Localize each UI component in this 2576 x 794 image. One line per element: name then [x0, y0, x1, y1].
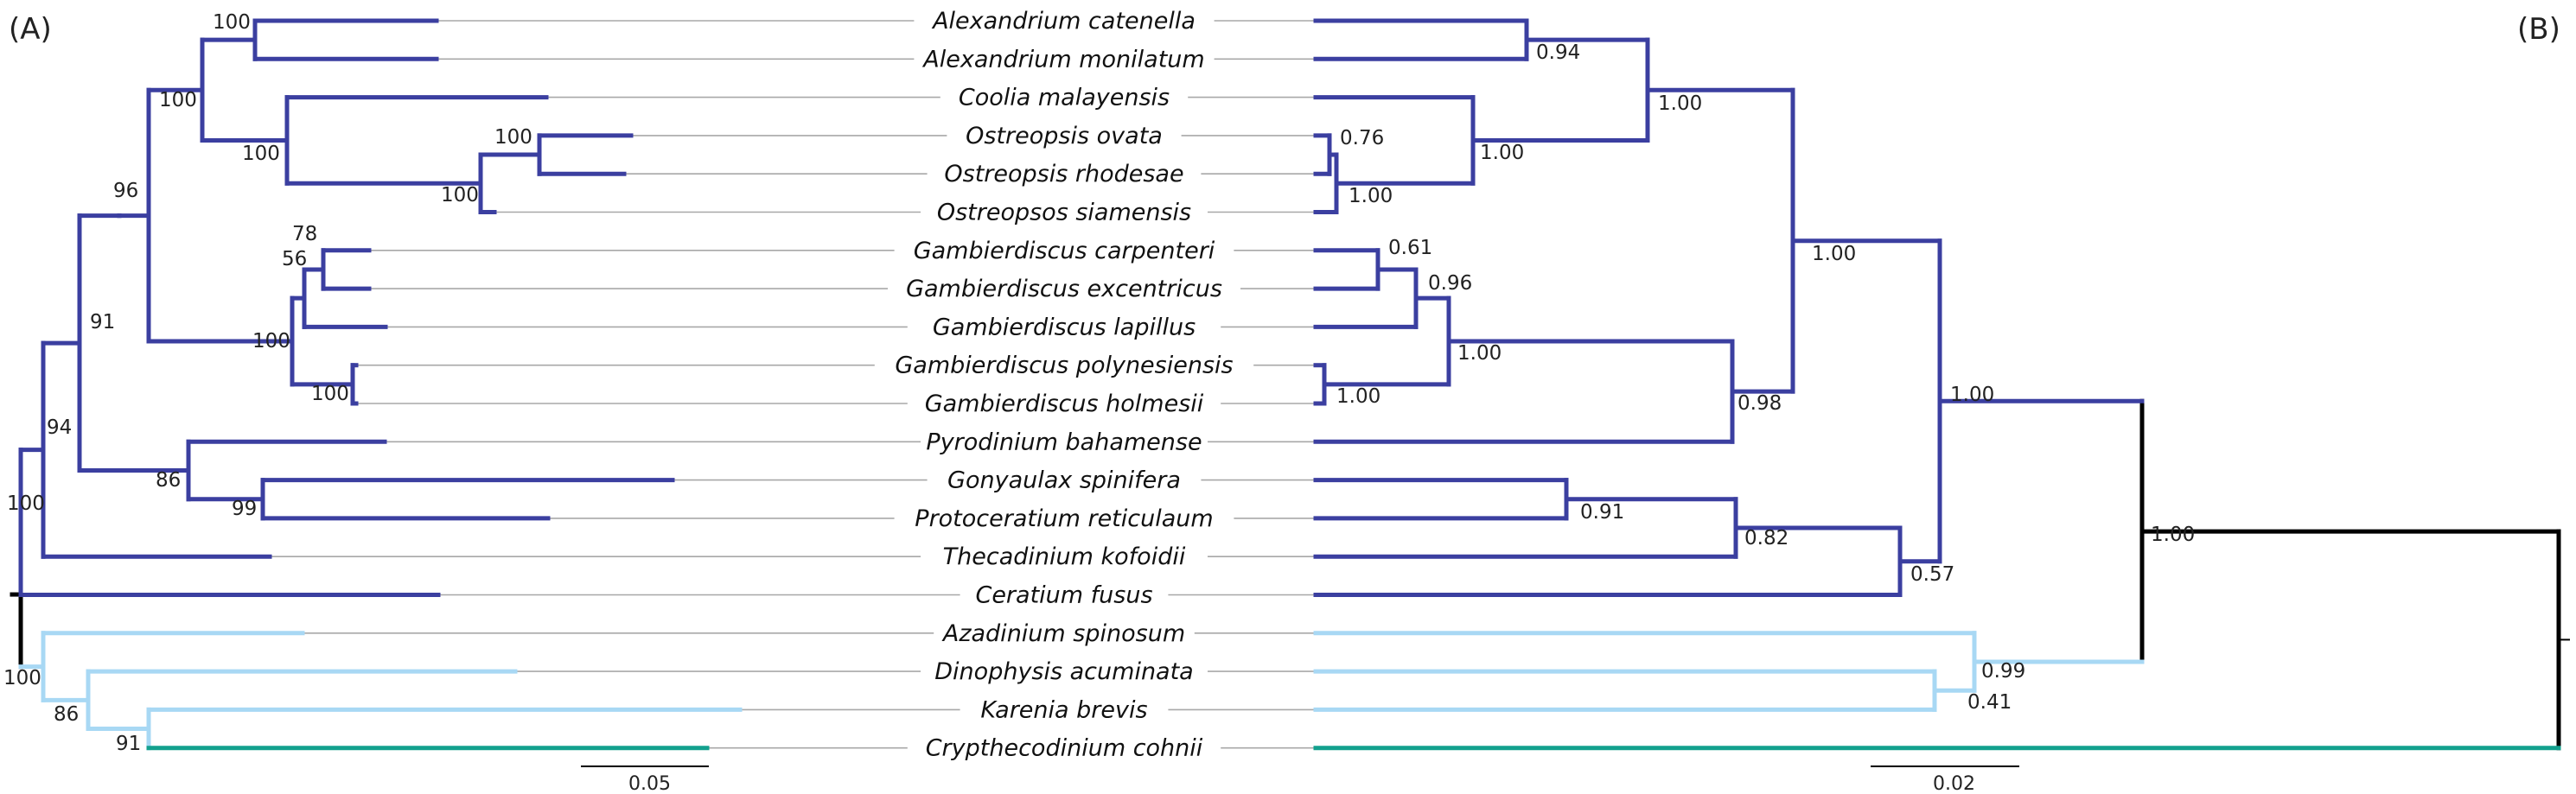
support-b-gamb-lapillus-group: 0.96 [1428, 272, 1472, 295]
support-a-ostreopsis: 100 [441, 184, 479, 206]
tree-a [10, 18, 743, 751]
support-a-dinophysis-karenia: 86 [54, 703, 79, 726]
taxon-labels: Alexandrium catenella Alexandrium monilat… [895, 8, 1233, 762]
support-b-gonyaulax-protoceratium: 0.91 [1580, 501, 1624, 524]
panel-label-a: (A) [9, 12, 52, 47]
scale-bar-left: 0.05 [581, 765, 709, 794]
support-b-alex: 0.94 [1536, 41, 1580, 64]
tree-a-support-labels: 100 100 100 100 100 96 78 56 100 100 91 … [3, 11, 532, 755]
taxon-label: Ostreopsis ovata [966, 123, 1163, 149]
taxon-label: Dinophysis acuminata [934, 658, 1193, 685]
scale-bar-left-label: 0.05 [628, 773, 671, 794]
taxon-label: Ostreopsos siamensis [937, 200, 1191, 226]
taxon-label: Ceratium fusus [975, 582, 1152, 609]
support-a-core-gonyaulacales: 96 [113, 180, 138, 202]
support-a-light-blue-clade: 100 [3, 667, 41, 689]
taxon-label: Gambierdiscus carpenteri [914, 238, 1215, 264]
support-b-light-blue-clade: 0.99 [1981, 660, 2025, 683]
support-b-dinophysis-karenia: 0.41 [1967, 691, 2012, 714]
support-b-dark-blue-clade: 1.00 [1950, 384, 1994, 406]
taxon-label: Gambierdiscus polynesiensis [895, 353, 1233, 379]
support-b-gambierdiscus: 1.00 [1457, 342, 1502, 365]
tree-b [1313, 18, 2570, 751]
taxon-label: Ostreopsis rhodesae [944, 161, 1183, 187]
support-a-dark-blue-clade: 100 [7, 492, 45, 515]
support-a-with-pyrodinium-group: 91 [90, 311, 115, 333]
support-b-ostreopsis: 1.00 [1349, 185, 1393, 207]
taxon-label: Crypthecodinium cohnii [926, 735, 1203, 762]
taxon-label: Thecadinium kofoidii [943, 543, 1186, 570]
support-b-alex-ostreopsis: 1.00 [1658, 92, 1702, 115]
support-b-gamb-poly-holm: 1.00 [1336, 385, 1380, 408]
support-a-ostreopsis-ovata-rhodesae: 100 [494, 126, 532, 149]
support-b-ostreopsis-ovata-rhodesae: 0.76 [1340, 127, 1384, 149]
support-a-gonyaulacaceae-core: 100 [242, 143, 280, 165]
support-a-alex: 100 [213, 11, 251, 34]
taxon-label: Gambierdiscus excentricus [906, 276, 1222, 302]
taxon-label: Coolia malayensis [959, 85, 1170, 111]
support-a-gamb-carp-exc: 78 [292, 223, 317, 245]
tree-b-support-labels: 0.94 0.76 1.00 1.00 1.00 0.61 0.96 1.00 … [1336, 41, 2195, 714]
support-a-coolia-ostreopsis: 100 [159, 89, 197, 111]
taxon-label: Gonyaulax spinifera [947, 467, 1181, 494]
support-a-gonyaulax-protoceratium: 99 [232, 498, 257, 520]
support-b-root-split: 1.00 [2151, 524, 2195, 546]
support-b-big-core: 1.00 [1812, 243, 1856, 265]
taxon-label: Pyrodinium bahamense [926, 429, 1202, 455]
support-a-with-thecadinium: 94 [47, 416, 72, 439]
support-a-gambierdiscus: 100 [252, 330, 290, 353]
taxon-label: Azadinium spinosum [941, 620, 1185, 647]
taxon-label: Protoceratium reticulaum [915, 505, 1213, 532]
scale-bar-right: 0.02 [1871, 765, 2019, 794]
taxon-label: Gambierdiscus holmesii [925, 391, 1204, 417]
support-b-with-ceratium: 0.57 [1910, 563, 1954, 586]
leaf-connectors [270, 20, 1314, 749]
taxon-label: Alexandrium monilatum [921, 46, 1204, 73]
support-b-with-pyrodinium: 0.98 [1738, 392, 1782, 415]
taxon-label: Alexandrium catenella [931, 8, 1196, 35]
taxon-label: Karenia brevis [980, 696, 1147, 723]
taxon-label: Gambierdiscus lapillus [933, 314, 1196, 340]
support-b-with-thecadinium: 0.82 [1744, 527, 1789, 549]
support-a-karenia-crypthecodinium: 91 [116, 733, 141, 755]
support-b-gamb-carp-exc: 0.61 [1388, 237, 1432, 259]
support-b-coolia-ostreopsis: 1.00 [1480, 142, 1524, 164]
support-a-gamb-lapillus-group: 56 [282, 248, 307, 270]
panel-label-b: (B) [2517, 12, 2560, 47]
support-a-gamb-poly-holm: 100 [311, 383, 349, 405]
support-a-gonyaulax-protoceratium-pyrodinium: 86 [156, 469, 181, 492]
scale-bar-right-label: 0.02 [1933, 773, 1975, 794]
